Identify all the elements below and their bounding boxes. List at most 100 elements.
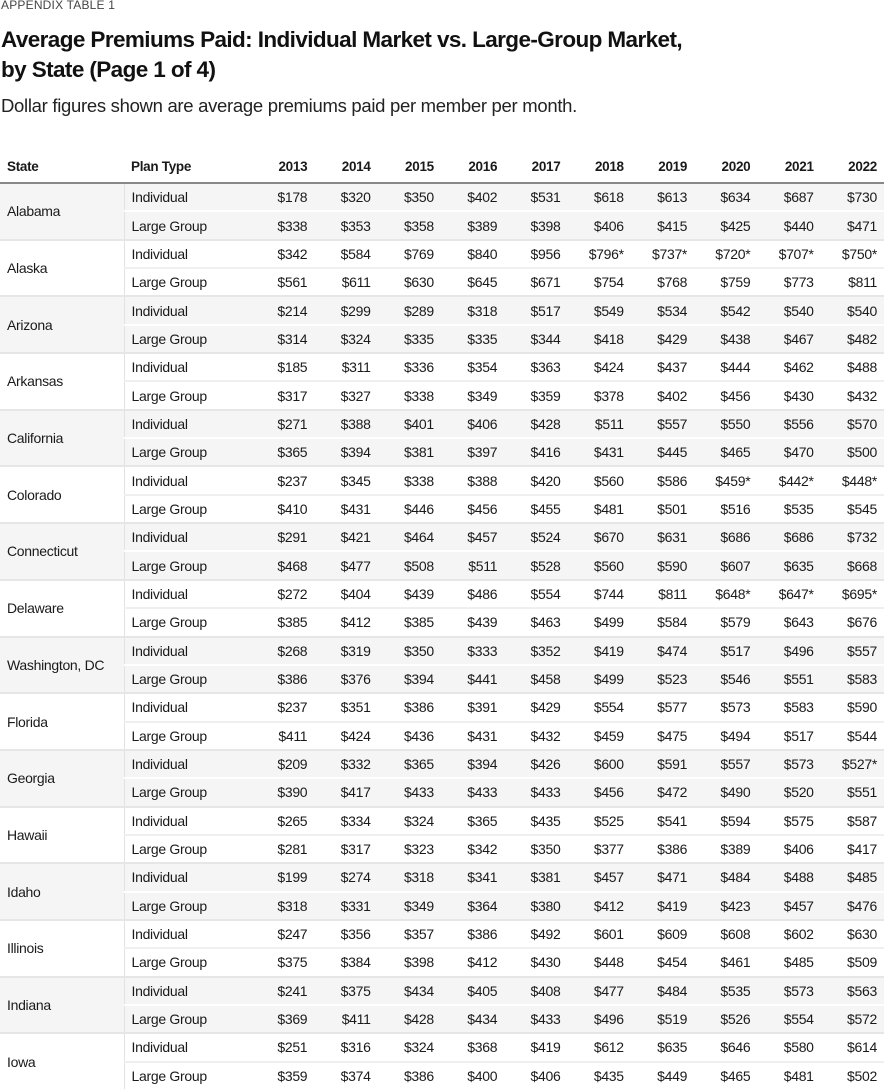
premium-cell: $344 (504, 323, 568, 354)
premium-cell: $730 (820, 181, 884, 212)
premium-cell: $428 (504, 408, 568, 439)
column-header: 2013 (251, 150, 315, 184)
premium-cell: $502 (820, 1060, 884, 1089)
table-row: Large Group $385 $412 $385 $439 $463 $499 $584 $… (0, 607, 884, 637)
table-row: Arkansas Individual $185 $311 $336 $354 $363 $4… (0, 352, 884, 410)
column-header: 2019 (630, 150, 695, 184)
premium-cell: $501 (630, 493, 695, 524)
premium-cell: $410 (251, 493, 315, 524)
premium-cell: $386 (440, 918, 505, 949)
state-group: Illinois Individual $247 $356 $357 $386 $492 $6… (0, 918, 884, 977)
premium-cell: $448 (567, 947, 631, 977)
premium-cell: $381 (504, 862, 568, 892)
state-group: California Individual $271 $388 $401 $406 $428… (0, 408, 884, 467)
premium-cell: $185 (251, 352, 315, 382)
premium-cell: $356 (314, 918, 378, 949)
premium-cell: $488 (757, 862, 821, 892)
plan-type: Individual (124, 578, 251, 609)
premium-cell: $441 (440, 663, 505, 694)
state-name: Iowa (0, 1032, 125, 1089)
state-name: Arizona (0, 295, 125, 354)
premium-cell: $686 (694, 522, 758, 552)
premium-cell: $573 (757, 748, 821, 779)
premium-cell: $608 (694, 918, 758, 949)
premium-cell: $477 (567, 975, 631, 1005)
plan-type: Large Group (124, 947, 251, 977)
premium-cell: $350 (377, 181, 441, 212)
premium-cell: $587 (820, 805, 884, 835)
premium-cell: $178 (251, 181, 315, 212)
premium-cell: $385 (377, 607, 441, 637)
premium-cell: $457 (440, 522, 505, 552)
state-group: Iowa Individual $251 $316 $324 $368 $419 $612 $6… (0, 1032, 884, 1089)
premium-cell: $647* (757, 578, 821, 609)
premium-cell: $573 (694, 692, 758, 722)
premium-cell: $744 (567, 578, 631, 609)
premium-cell: $381 (377, 437, 441, 467)
table-header-row: State Plan Type 2013 2014 2015 2016 2017 2018 20… (0, 150, 884, 184)
state-name: Florida (0, 692, 125, 750)
premium-cell: $811 (630, 578, 695, 609)
premium-cell: $773 (757, 267, 821, 297)
premium-cell: $389 (694, 833, 758, 864)
premium-cell: $415 (630, 210, 695, 240)
premium-cell: $607 (694, 550, 758, 580)
premium-cell: $388 (440, 465, 505, 495)
premium-cell: $385 (251, 607, 315, 637)
table-row: California Individual $271 $388 $401 $406 $428… (0, 408, 884, 467)
premium-cell: $635 (757, 550, 821, 580)
premium-cell: $759 (694, 267, 758, 297)
premium-cell: $406 (757, 833, 821, 864)
state-name: Illinois (0, 918, 125, 977)
premium-cell: $354 (440, 352, 505, 382)
premium-cell: $359 (504, 380, 568, 410)
table-row: Large Group $390 $417 $433 $433 $433 $456 $472 $… (0, 777, 884, 807)
premium-cell: $391 (440, 692, 505, 722)
state-name: Hawaii (0, 805, 125, 864)
premium-cell: $333 (440, 635, 505, 665)
premium-cell: $365 (440, 805, 505, 835)
table-row: Georgia Individual $209 $332 $365 $394 $426 $60… (0, 748, 884, 807)
premium-cell: $531 (504, 181, 568, 212)
plan-type: Large Group (124, 777, 251, 807)
premium-cell: $481 (567, 493, 631, 524)
premium-cell: $584 (314, 238, 378, 269)
premium-cell: $459 (567, 720, 631, 750)
premium-cell: $720* (694, 238, 758, 269)
plan-type: Large Group (124, 267, 251, 297)
premium-cell: $458 (504, 663, 568, 694)
premium-cell: $545 (820, 493, 884, 524)
premium-cell: $349 (440, 380, 505, 410)
premium-cell: $591 (630, 748, 695, 779)
premium-cell: $327 (314, 380, 378, 410)
premium-cell: $556 (757, 408, 821, 439)
premium-cell: $335 (440, 323, 505, 354)
premium-cell: $456 (694, 380, 758, 410)
premium-cell: $402 (630, 380, 695, 410)
page-subtitle: Dollar figures shown are average premium… (1, 95, 577, 116)
premium-cell: $485 (757, 947, 821, 977)
plan-type: Large Group (124, 663, 251, 694)
premium-cell: $272 (251, 578, 315, 609)
title-line-1: Average Premiums Paid: Individual Market… (1, 27, 683, 52)
premium-cell: $496 (757, 635, 821, 665)
premium-cell: $336 (377, 352, 441, 382)
plan-type: Individual (124, 238, 251, 269)
table-label: APPENDIX TABLE 1 (1, 0, 116, 12)
premium-cell: $484 (630, 975, 695, 1005)
table-row: Florida Individual $237 $351 $386 $391 $429 $55… (0, 692, 884, 750)
plan-type: Individual (124, 352, 251, 382)
state-group: Arizona Individual $214 $299 $289 $318 $517 $54… (0, 295, 884, 354)
state-name: Indiana (0, 975, 125, 1034)
plan-type: Individual (124, 1032, 251, 1062)
premium-cell: $517 (694, 635, 758, 665)
plan-type: Individual (124, 748, 251, 779)
state-name: Alabama (0, 182, 125, 240)
premium-cell: $365 (377, 748, 441, 779)
premium-cell: $408 (504, 975, 568, 1005)
premium-cell: $584 (630, 607, 695, 637)
premium-cell: $299 (314, 295, 378, 325)
premium-cell: $540 (820, 295, 884, 325)
premium-cell: $429 (630, 323, 695, 354)
premium-cell: $318 (440, 295, 505, 325)
